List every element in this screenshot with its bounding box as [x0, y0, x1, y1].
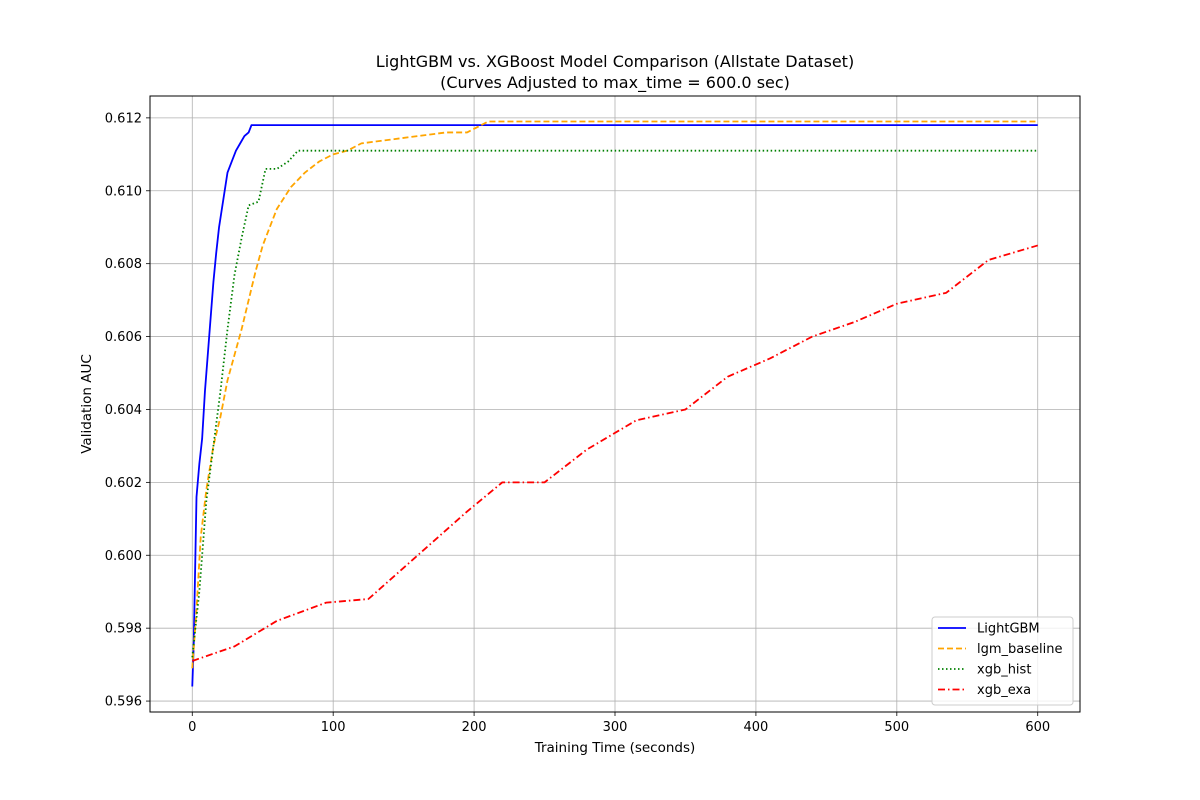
y-tick-label: 0.610: [105, 184, 142, 199]
legend-frame: [931, 616, 1074, 706]
y-tick-label: 0.608: [105, 257, 142, 272]
y-axis-label: Validation AUC: [79, 354, 95, 454]
x-tick-label: 600: [1025, 720, 1050, 735]
plot-lines: [191, 120, 1038, 687]
x-tick-label: 500: [884, 720, 909, 735]
axis-ticks: 0 100 200 300 400 500 600 0.596 0.598 0.600 0.602 0…: [105, 111, 1050, 735]
series-line-xgb_hist: [191, 149, 1038, 658]
x-tick-label: 200: [462, 720, 487, 735]
y-tick-label: 0.602: [105, 476, 142, 491]
legend-label-lgm_baseline: lgm_baseline: [977, 642, 1062, 657]
legend-label-xgb_hist: xgb_hist: [977, 663, 1031, 678]
legend-label-xgb_exa: xgb_exa: [977, 683, 1031, 698]
x-tick-label: 300: [603, 720, 628, 735]
x-tick-label: 400: [743, 720, 768, 735]
legend: LightGBM lgm_baseline xgb_hist xgb_exa: [931, 616, 1074, 706]
chart-subtitle: (Curves Adjusted to max_time = 600.0 sec…: [440, 73, 790, 93]
y-tick-label: 0.606: [105, 330, 142, 345]
y-tick-label: 0.598: [105, 622, 142, 637]
x-axis-label: Training Time (seconds): [534, 740, 696, 756]
chart-title: LightGBM vs. XGBoost Model Comparison (A…: [376, 52, 854, 71]
series-line-xgb_exa: [191, 244, 1038, 662]
y-tick-label: 0.596: [105, 695, 142, 710]
x-tick-label: 100: [321, 720, 346, 735]
x-tick-label: 0: [188, 720, 196, 735]
y-tick-label: 0.600: [105, 549, 142, 564]
grid: [150, 96, 1080, 712]
legend-label-LightGBM: LightGBM: [977, 622, 1040, 637]
y-tick-label: 0.612: [105, 111, 142, 126]
series-line-LightGBM: [191, 124, 1038, 687]
y-tick-label: 0.604: [105, 403, 142, 418]
